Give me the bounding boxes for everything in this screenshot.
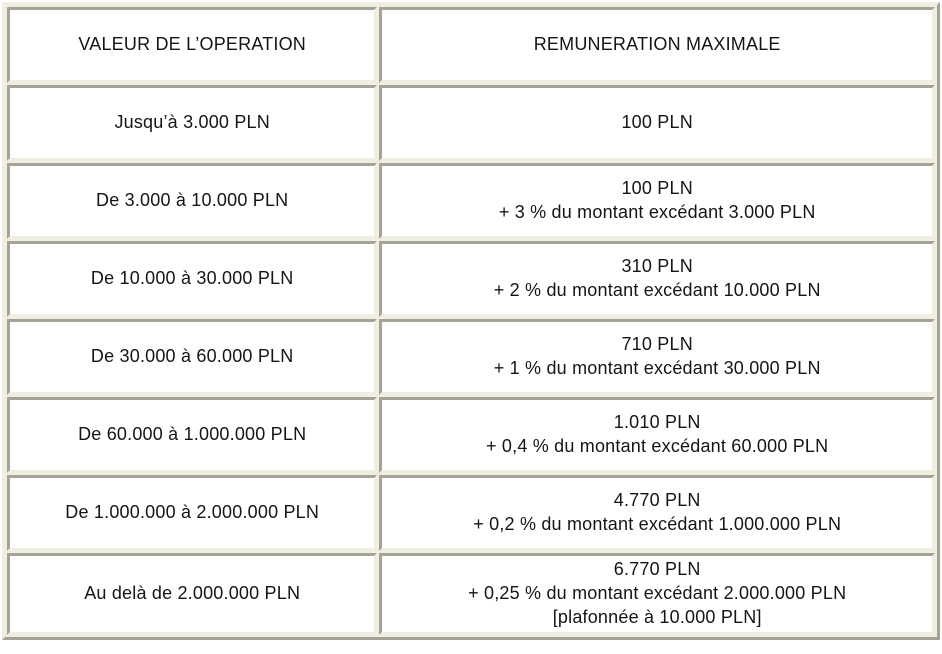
remuneration-line: 100 PLN	[621, 112, 693, 133]
remuneration-line: + 0,2 % du montant excédant 1.000.000 PL…	[473, 514, 842, 534]
remuneration-cell: 1.010 PLN + 0,4 % du montant excédant 60…	[379, 397, 935, 473]
remuneration-cell: 100 PLN	[379, 85, 935, 161]
table-row: Au delà de 2.000.000 PLN 6.770 PLN + 0,2…	[7, 553, 935, 635]
remuneration-line: + 3 % du montant excédant 3.000 PLN	[498, 202, 816, 222]
table-row: De 30.000 à 60.000 PLN 710 PLN + 1 % du …	[7, 319, 935, 395]
header-operation-value: VALEUR DE L’OPERATION	[7, 7, 378, 83]
remuneration-cell: 710 PLN + 1 % du montant excédant 30.000…	[379, 319, 935, 395]
table-row: De 1.000.000 à 2.000.000 PLN 4.770 PLN +…	[7, 475, 935, 551]
remuneration-line: 710 PLN	[621, 334, 693, 355]
remuneration-table: VALEUR DE L’OPERATION REMUNERATION MAXIM…	[2, 2, 940, 640]
remuneration-line: [plafonnée à 10.000 PLN]	[552, 606, 762, 627]
remuneration-line: + 1 % du montant excédant 30.000 PLN	[493, 358, 821, 378]
remuneration-cell: 4.770 PLN + 0,2 % du montant excédant 1.…	[379, 475, 935, 551]
remuneration-cell: 310 PLN + 2 % du montant excédant 10.000…	[379, 241, 935, 317]
table-row: De 3.000 à 10.000 PLN 100 PLN + 3 % du m…	[7, 163, 935, 239]
operation-value-cell: De 3.000 à 10.000 PLN	[7, 163, 378, 239]
remuneration-line: + 0,25 % du montant excédant 2.000.000 P…	[468, 583, 847, 604]
table-row: De 60.000 à 1.000.000 PLN 1.010 PLN + 0,…	[7, 397, 935, 473]
operation-value-cell: De 60.000 à 1.000.000 PLN	[7, 397, 378, 473]
operation-value-cell: Au delà de 2.000.000 PLN	[7, 553, 378, 635]
remuneration-line: 6.770 PLN	[613, 559, 701, 580]
table-row: Jusqu’à 3.000 PLN 100 PLN	[7, 85, 935, 161]
remuneration-line: + 2 % du montant excédant 10.000 PLN	[493, 280, 821, 300]
operation-value-cell: Jusqu’à 3.000 PLN	[7, 85, 378, 161]
table-header-row: VALEUR DE L’OPERATION REMUNERATION MAXIM…	[7, 7, 935, 83]
remuneration-cell: 100 PLN + 3 % du montant excédant 3.000 …	[379, 163, 935, 239]
remuneration-line: + 0,4 % du montant excédant 60.000 PLN	[486, 436, 829, 456]
remuneration-line: 4.770 PLN	[613, 490, 701, 511]
remuneration-cell: 6.770 PLN + 0,25 % du montant excédant 2…	[379, 553, 935, 635]
operation-value-cell: De 10.000 à 30.000 PLN	[7, 241, 378, 317]
remuneration-line: 310 PLN	[621, 256, 693, 277]
table-row: De 10.000 à 30.000 PLN 310 PLN + 2 % du …	[7, 241, 935, 317]
operation-value-cell: De 1.000.000 à 2.000.000 PLN	[7, 475, 378, 551]
operation-value-cell: De 30.000 à 60.000 PLN	[7, 319, 378, 395]
remuneration-line: 1.010 PLN	[613, 412, 701, 433]
header-remuneration-maximale: REMUNERATION MAXIMALE	[379, 7, 935, 83]
remuneration-line: 100 PLN	[621, 178, 693, 199]
